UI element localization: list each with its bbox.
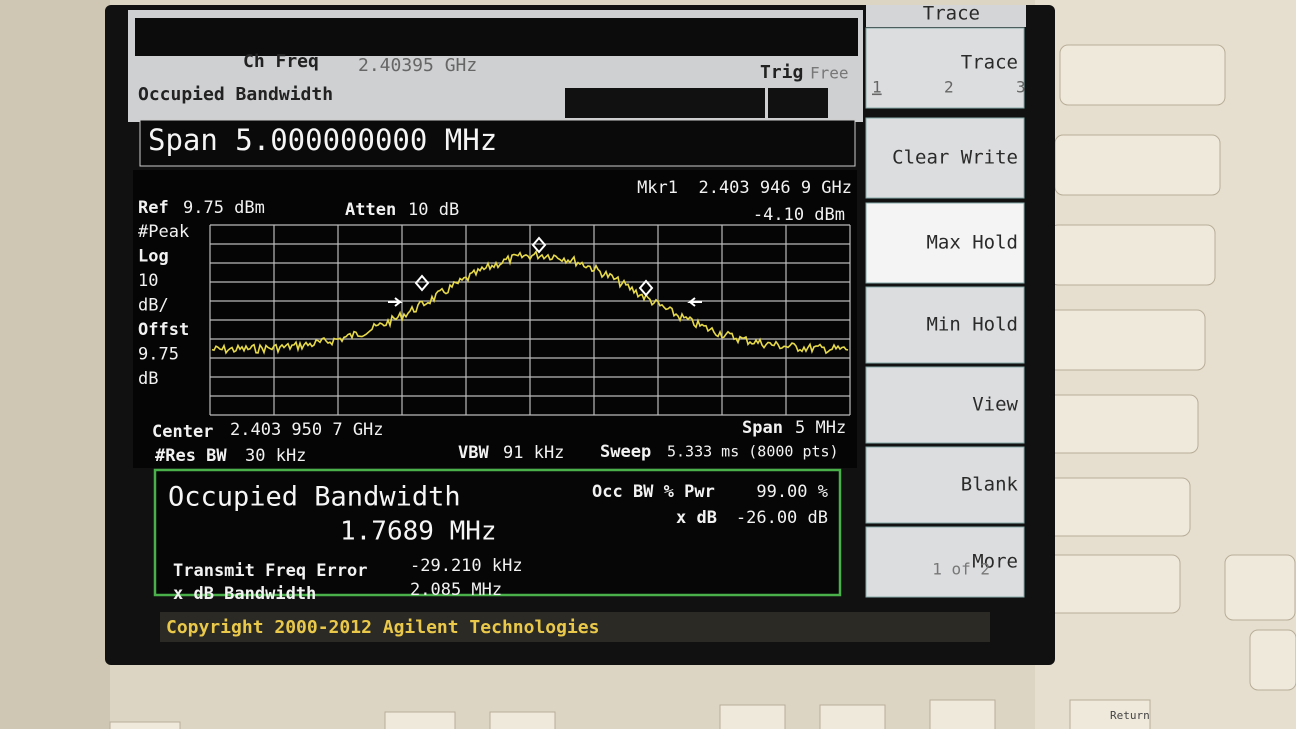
- trig-label: Trig: [760, 62, 803, 83]
- results-value: 1.7689 MHz: [340, 517, 497, 547]
- trig-value: Free: [810, 64, 849, 83]
- xdb-value: -26.00 dB: [736, 508, 828, 528]
- scale-label: 9.75: [138, 345, 179, 365]
- xdb-bw-label: x dB Bandwidth: [173, 584, 316, 604]
- span-label: Span: [742, 418, 783, 438]
- center-label: Center: [152, 422, 213, 442]
- ch-freq-label: Ch Freq: [243, 51, 319, 72]
- status-box: [768, 88, 828, 118]
- softkey-label: Clear Write: [892, 147, 1018, 169]
- trace-option: 3: [1016, 78, 1026, 97]
- xdb-label: x dB: [676, 508, 717, 528]
- atten-label: Atten: [345, 200, 396, 220]
- marker-level: -4.10 dBm: [753, 205, 845, 225]
- softkey-header-label: Trace: [923, 3, 980, 25]
- vbw-label: VBW: [458, 443, 489, 463]
- xdb-bw-value: 2.085 MHz: [410, 580, 502, 600]
- vbw-value: 91 kHz: [503, 443, 564, 463]
- results-title: Occupied Bandwidth: [168, 482, 461, 513]
- bezel-left: [0, 0, 110, 729]
- scale-label: Log: [138, 247, 169, 267]
- trace-option: 1: [872, 78, 882, 97]
- sweep-value: 5.333 ms (8000 pts): [667, 443, 839, 461]
- bezel-label: Return: [1110, 709, 1150, 722]
- ch-freq-value: 2.40395 GHz: [358, 55, 477, 76]
- freq-error-label: Transmit Freq Error: [173, 561, 367, 581]
- softkey-label: Min Hold: [926, 314, 1018, 336]
- status-box: [565, 88, 765, 118]
- span-value: 5 MHz: [795, 418, 846, 438]
- scale-label: dB: [138, 369, 158, 389]
- softkey-sublabel: 1 of 2: [932, 560, 990, 579]
- sweep-label: Sweep: [600, 442, 651, 462]
- softkey-label: View: [972, 394, 1018, 416]
- scale-label: Offst: [138, 320, 189, 340]
- marker-freq: Mkr1 2.403 946 9 GHz: [637, 178, 852, 198]
- screen-photo: Return Ch Freq 2.40395 GHz Occupied Band…: [0, 0, 1296, 729]
- ref-value: 9.75 dBm: [183, 198, 265, 218]
- center-value: 2.403 950 7 GHz: [230, 420, 384, 440]
- ref-label: Ref: [138, 198, 169, 218]
- occ-pwr-value: 99.00 %: [756, 482, 828, 502]
- occ-pwr-label: Occ BW % Pwr: [592, 482, 715, 502]
- mode: Occupied Bandwidth: [138, 84, 333, 105]
- scale-label: #Peak: [138, 222, 189, 242]
- res-bw-label: #Res BW: [155, 446, 227, 466]
- copyright: Copyright 2000-2012 Agilent Technologies: [166, 617, 599, 638]
- atten-value: 10 dB: [408, 200, 459, 220]
- softkey-label: Blank: [961, 474, 1019, 496]
- trace-option: 2: [944, 78, 954, 97]
- res-bw-value: 30 kHz: [245, 446, 306, 466]
- span-entry: Span 5.000000000 MHz: [148, 123, 497, 157]
- scale-label: 10: [138, 271, 158, 291]
- softkey-label: Trace: [961, 52, 1018, 74]
- softkey-label: Max Hold: [926, 232, 1018, 254]
- scale-label: dB/: [138, 296, 169, 316]
- freq-error-value: -29.210 kHz: [410, 556, 523, 576]
